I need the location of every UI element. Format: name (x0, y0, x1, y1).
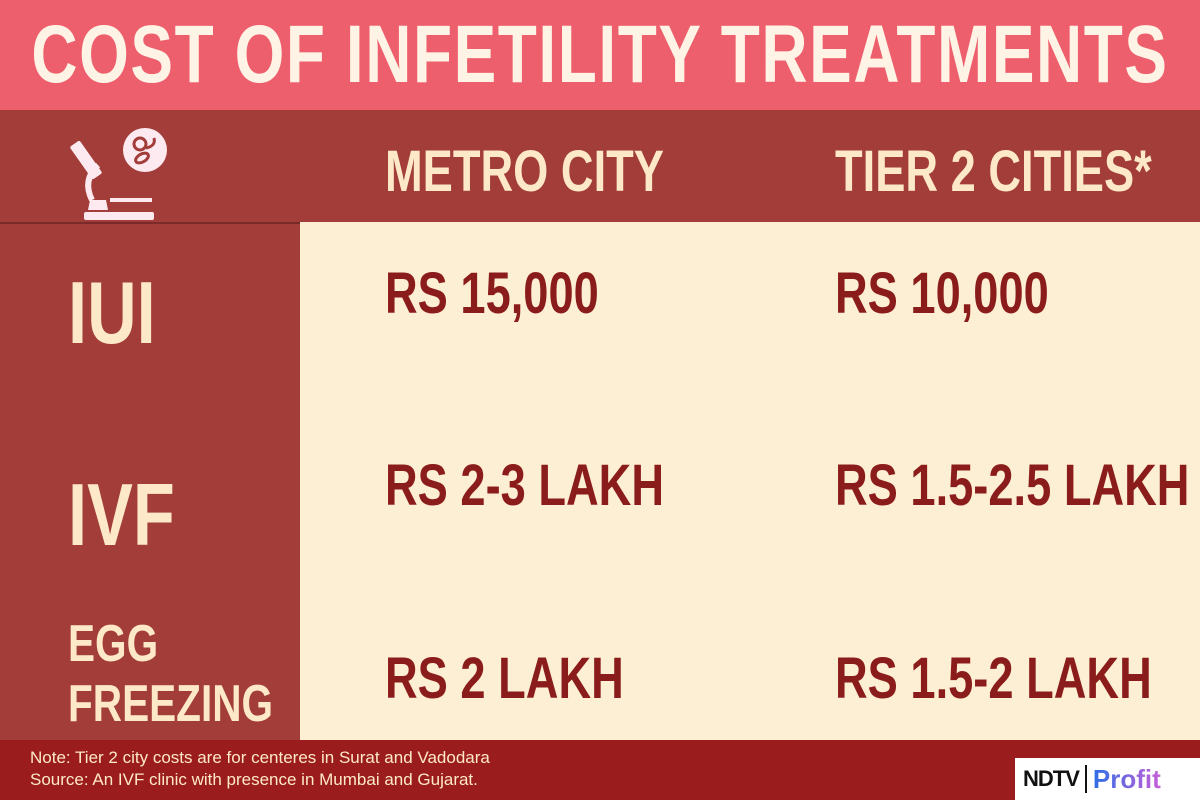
ivf-metro-cost: RS 2-3 LAKH (385, 453, 665, 518)
iui-tier2-cost: RS 10,000 (835, 261, 1049, 326)
ndtv-profit-logo: NDTV Profit (1015, 758, 1200, 800)
logo-ndtv: NDTV (1023, 766, 1080, 791)
column-header-metro: METRO CITY (385, 139, 664, 204)
row-label-freezing: FREEZING (68, 675, 274, 733)
row-label-iui: IUI (68, 263, 156, 362)
column-header-tier2: TIER 2 CITIES* (835, 139, 1152, 204)
row-label-column: IUI IVF EGG FREEZING (0, 222, 300, 742)
egg-tier2-cost: RS 1.5-2 LAKH (835, 646, 1152, 711)
microscope-icon (70, 128, 167, 220)
ivf-tier2-cost: RS 1.5-2.5 LAKH (835, 453, 1190, 518)
row-label-egg: EGG (68, 615, 159, 673)
page-title: COST OF INFETILITY TREATMENTS (31, 9, 1169, 100)
row-label-ivf: IVF (68, 465, 175, 564)
title-band: COST OF INFETILITY TREATMENTS (0, 0, 1200, 110)
table-header: METRO CITY TIER 2 CITIES* (0, 110, 1200, 222)
egg-metro-cost: RS 2 LAKH (385, 646, 624, 711)
footer-source: Source: An IVF clinic with presence in M… (30, 770, 478, 789)
iui-metro-cost: RS 15,000 (385, 261, 599, 326)
logo-separator (1084, 765, 1087, 793)
logo-profit: Profit (1092, 763, 1161, 794)
footer: Note: Tier 2 city costs are for centeres… (0, 740, 1200, 800)
footer-note: Note: Tier 2 city costs are for centeres… (30, 748, 490, 767)
